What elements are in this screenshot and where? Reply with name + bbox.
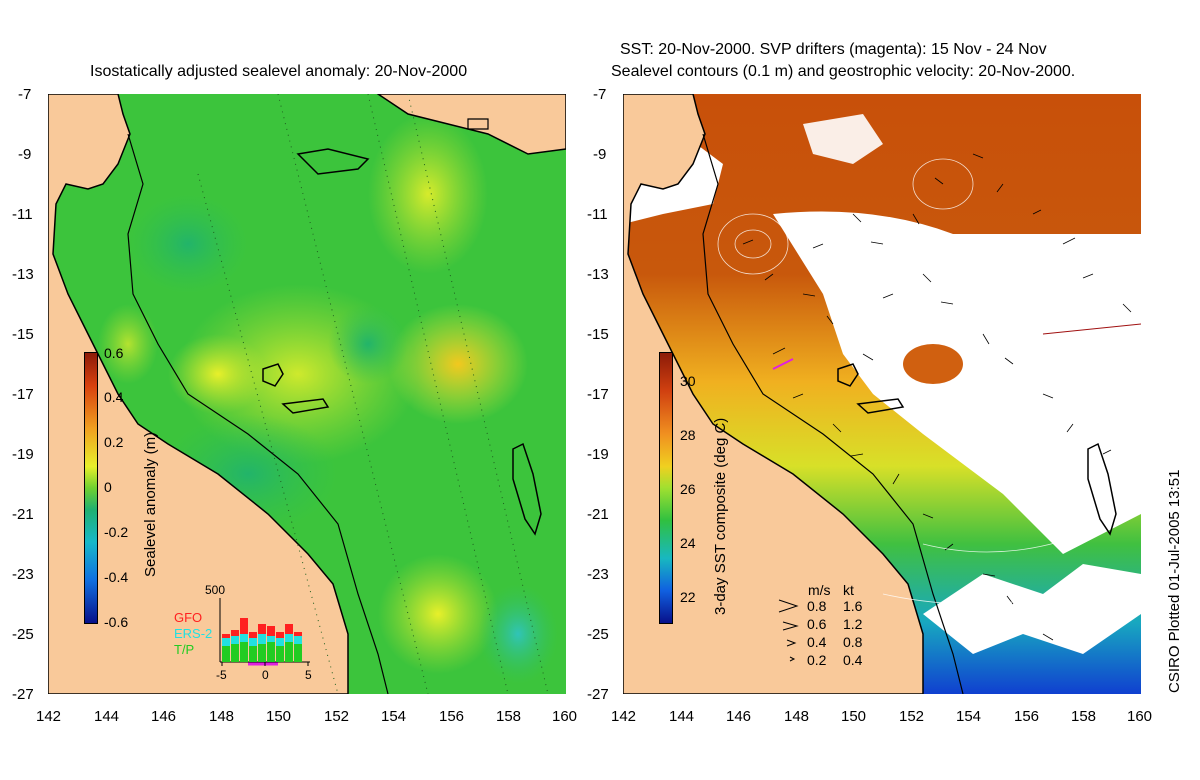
- left-ytick: -9: [18, 146, 32, 163]
- right-xtick: 150: [841, 708, 867, 725]
- left-colorbar-tick: -0.2: [104, 524, 129, 540]
- left-xtick: 160: [552, 708, 578, 725]
- left-xtick: 154: [381, 708, 407, 725]
- right-ytick: -27: [587, 686, 609, 703]
- right-ytick: -15: [587, 326, 609, 343]
- velocity-legend-kt: 0.4: [843, 652, 863, 668]
- left-ytick: -7: [18, 86, 32, 103]
- velocity-legend-kt: 1.2: [843, 616, 863, 632]
- inset-xtick: 5: [305, 668, 312, 682]
- left-colorbar-tick: -0.4: [104, 569, 129, 585]
- velocity-legend-header-kt: kt: [843, 582, 854, 598]
- right-xtick: 152: [899, 708, 925, 725]
- right-colorbar-tick: 28: [680, 427, 696, 443]
- left-ytick: -19: [12, 446, 34, 463]
- left-colorbar-tick: 0.4: [104, 389, 124, 405]
- right-xtick: 146: [726, 708, 752, 725]
- velocity-legend-ms: 0.6: [807, 616, 827, 632]
- inset-legend-ers2: ERS-2: [174, 626, 213, 641]
- right-ytick: -13: [587, 266, 609, 283]
- right-xtick: 154: [956, 708, 982, 725]
- right-xtick: 148: [784, 708, 810, 725]
- right-panel-title-line1: SST: 20-Nov-2000. SVP drifters (magenta)…: [620, 41, 1047, 58]
- right-ytick: -21: [587, 506, 609, 523]
- left-xtick: 146: [151, 708, 177, 725]
- inset-xtick: 0: [262, 668, 269, 682]
- inset-legend-tp: T/P: [174, 642, 195, 657]
- right-xtick: 158: [1071, 708, 1097, 725]
- right-ytick: -9: [593, 146, 607, 163]
- inset-ymax: 500: [205, 583, 226, 597]
- inset-legend-gfo: GFO: [174, 610, 203, 625]
- right-ytick: -19: [587, 446, 609, 463]
- right-xtick: 142: [611, 708, 637, 725]
- velocity-legend-ms: 0.2: [807, 652, 827, 668]
- velocity-legend-header-ms: m/s: [808, 582, 831, 598]
- right-colorbar-tick: 26: [680, 481, 696, 497]
- left-xtick: 150: [266, 708, 292, 725]
- right-xtick: 156: [1014, 708, 1040, 725]
- right-colorbar-tick: 24: [680, 535, 696, 551]
- left-colorbar-label: Sealevel anomaly (m): [142, 431, 159, 577]
- left-colorbar: [84, 352, 98, 624]
- right-ytick: -17: [587, 386, 609, 403]
- right-colorbar-tick: 30: [680, 373, 696, 389]
- velocity-legend-kt: 1.6: [843, 598, 863, 614]
- left-ytick: -13: [12, 266, 34, 283]
- right-colorbar: [659, 352, 673, 624]
- right-ytick: -11: [587, 206, 608, 223]
- left-panel-title: Isostatically adjusted sealevel anomaly:…: [90, 63, 468, 80]
- velocity-legend-ms: 0.4: [807, 634, 827, 650]
- left-colorbar-tick: 0.6: [104, 345, 124, 361]
- geostrophic-velocity-arrows: [742, 153, 1132, 641]
- left-ytick: -15: [12, 326, 34, 343]
- left-xtick: 152: [324, 708, 350, 725]
- left-ytick: -11: [12, 206, 33, 223]
- left-colorbar-tick: 0.2: [104, 434, 124, 450]
- sst-map: [622, 93, 1142, 695]
- left-colorbar-tick: -0.6: [104, 614, 129, 630]
- left-xtick: 156: [439, 708, 465, 725]
- left-xtick: 158: [496, 708, 522, 725]
- velocity-legend-ms: 0.8: [807, 598, 827, 614]
- left-ytick: -23: [12, 566, 34, 583]
- right-map: [622, 93, 1142, 695]
- left-map: [47, 93, 567, 695]
- left-ytick: -25: [12, 626, 34, 643]
- right-xtick: 160: [1127, 708, 1153, 725]
- right-colorbar-label: 3-day SST composite (deg C): [712, 417, 729, 615]
- left-xtick: 142: [36, 708, 62, 725]
- velocity-legend-kt: 0.8: [843, 634, 863, 650]
- inset-xtick: -5: [216, 668, 227, 682]
- sealevel-anomaly-map: [47, 93, 567, 695]
- plot-credit: CSIRO Plotted 01-Jul-2005 13:51: [1166, 469, 1183, 693]
- right-colorbar-tick: 22: [680, 589, 696, 605]
- right-ytick: -23: [587, 566, 609, 583]
- satellite-inset-chart: [218, 598, 313, 668]
- right-panel-title-line2: Sealevel contours (0.1 m) and geostrophi…: [611, 63, 1076, 80]
- left-ytick: -27: [12, 686, 34, 703]
- left-colorbar-tick: 0: [104, 479, 112, 495]
- velocity-legend-arrows: [778, 599, 799, 662]
- right-xtick: 144: [669, 708, 695, 725]
- left-xtick: 144: [94, 708, 120, 725]
- left-ytick: -17: [12, 386, 34, 403]
- right-ytick: -25: [587, 626, 609, 643]
- right-ytick: -7: [593, 86, 607, 103]
- left-ytick: -21: [12, 506, 34, 523]
- velocity-legend: m/s kt 0.8 1.6 0.6 1.2 0.4 0.8 0.2 0.4: [775, 580, 875, 670]
- left-xtick: 148: [209, 708, 235, 725]
